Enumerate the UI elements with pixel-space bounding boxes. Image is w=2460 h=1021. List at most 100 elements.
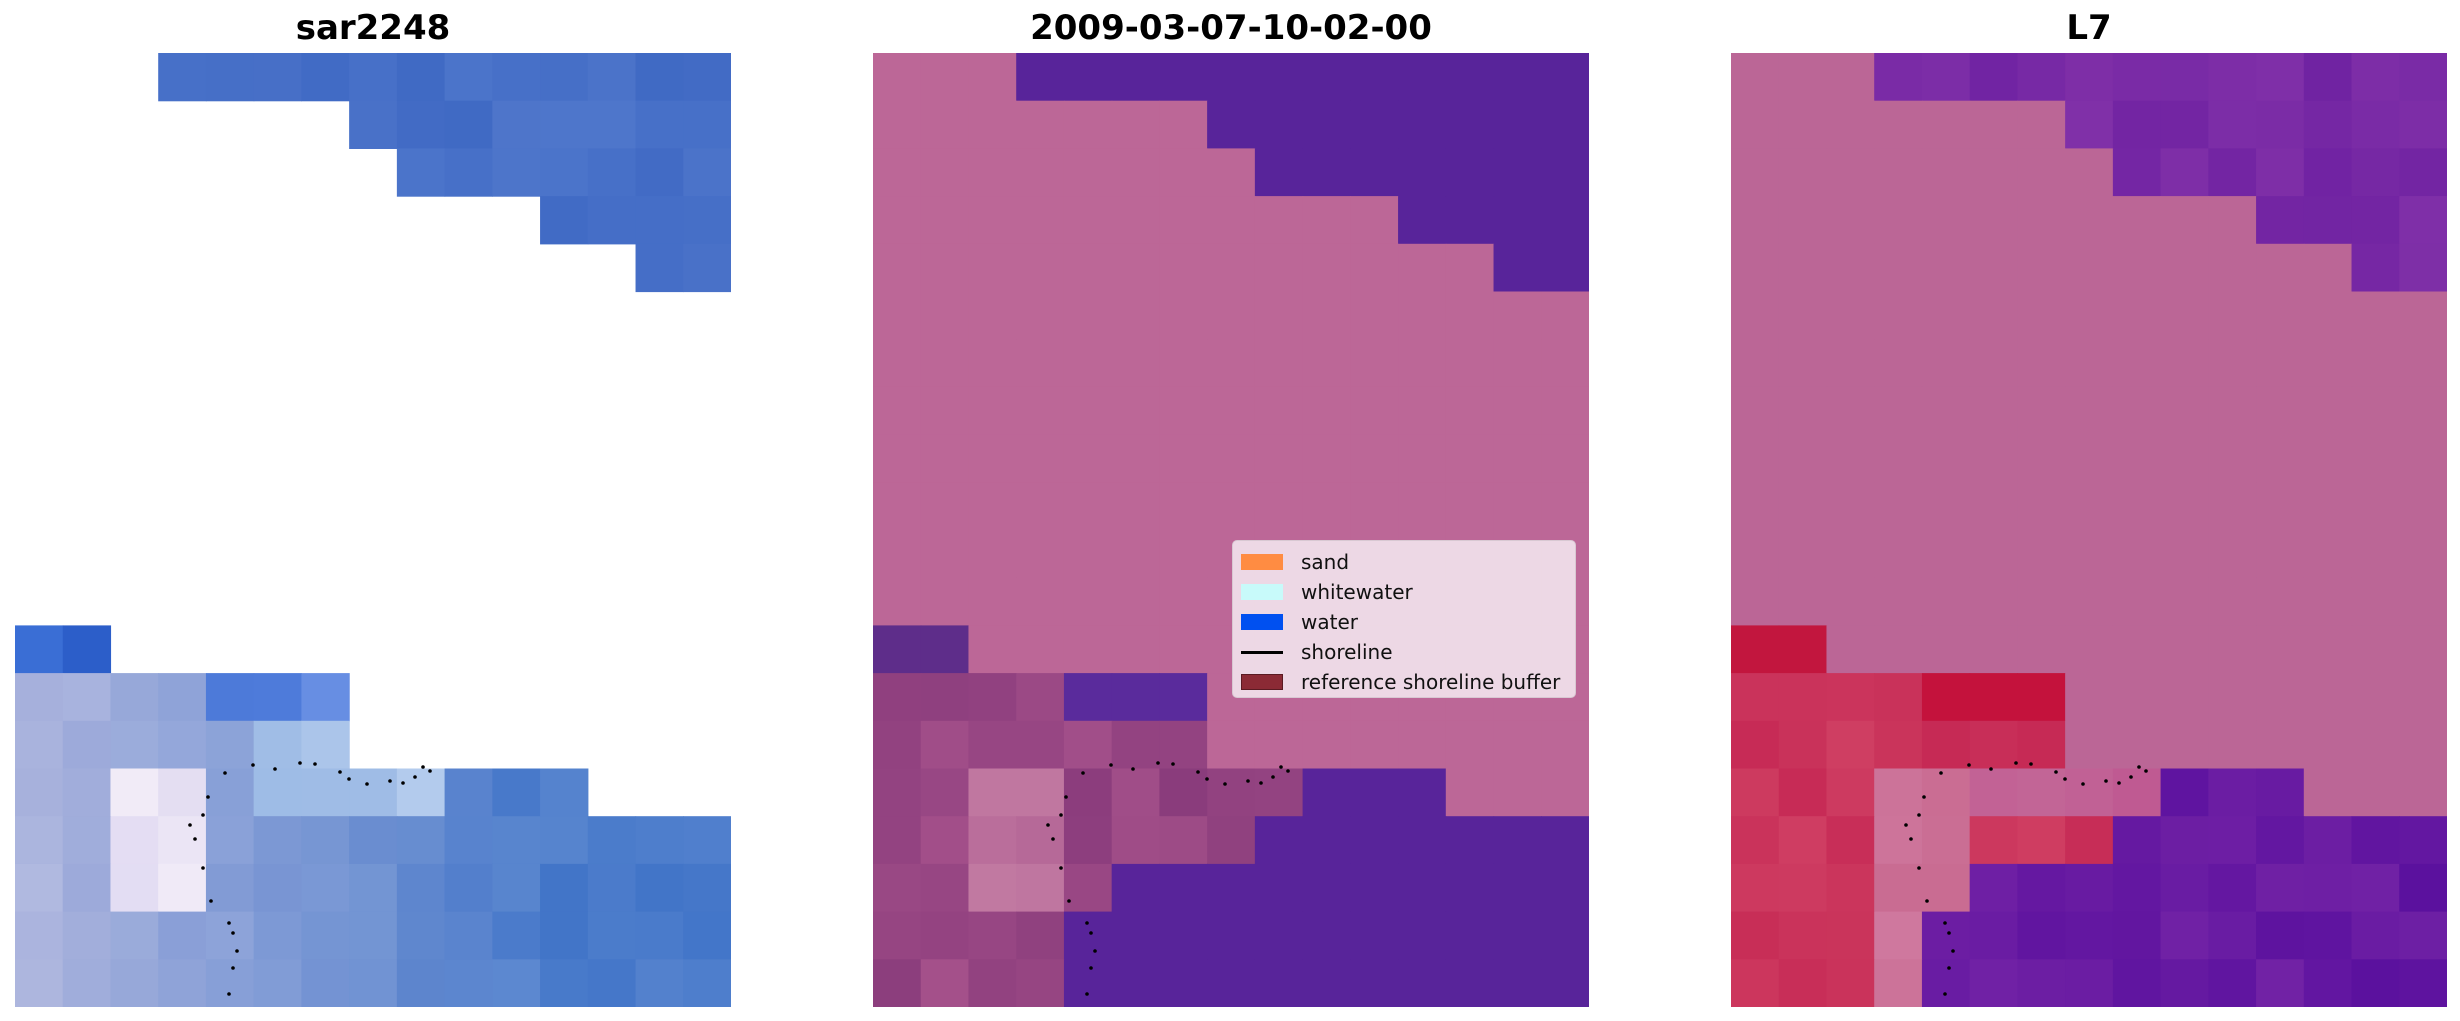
pixel — [1969, 530, 2018, 579]
legend-label: water — [1301, 610, 1358, 634]
pixel — [1159, 100, 1208, 149]
pixel — [1541, 816, 1589, 865]
pixel — [1445, 720, 1495, 770]
pixel — [636, 864, 684, 912]
pixel — [205, 911, 255, 960]
pixel — [1016, 53, 1065, 102]
pixel — [1445, 53, 1495, 102]
pixel — [2112, 625, 2162, 674]
pixel — [2303, 530, 2353, 579]
pixel — [2351, 863, 2400, 913]
pixel — [2065, 577, 2114, 626]
pixel — [396, 100, 446, 149]
pixel — [110, 863, 159, 913]
pixel — [158, 911, 207, 960]
pixel — [444, 100, 493, 149]
pixel — [253, 816, 302, 865]
pixel — [2399, 720, 2447, 770]
pixel — [1826, 816, 1875, 865]
pixel — [1969, 339, 2018, 388]
pixel — [1921, 768, 1971, 817]
pixel — [1493, 339, 1542, 388]
pixel — [540, 196, 589, 245]
pixel — [920, 768, 970, 817]
pixel — [110, 673, 159, 722]
pixel — [1826, 863, 1875, 913]
pixel — [968, 816, 1017, 865]
pixel — [396, 53, 446, 102]
pixel — [158, 863, 207, 913]
shoreline-point — [1904, 823, 1908, 827]
pixel — [587, 863, 637, 913]
pixel — [2065, 911, 2114, 960]
pixel — [1778, 768, 1828, 817]
pixel — [2256, 196, 2305, 245]
pixel — [2351, 720, 2400, 770]
pixel — [1969, 625, 2018, 674]
pixel — [1159, 291, 1208, 340]
pixel — [1445, 196, 1495, 245]
pixel — [444, 911, 493, 960]
pixel — [2017, 577, 2066, 626]
pixel — [2399, 911, 2447, 960]
pixel — [2112, 339, 2162, 388]
pixel — [2112, 673, 2162, 722]
pixel — [1207, 243, 1256, 293]
pixel — [1207, 911, 1256, 960]
pixel — [1063, 720, 1113, 770]
shoreline-point — [1246, 779, 1250, 783]
pixel — [1350, 768, 1399, 817]
pixel — [2351, 100, 2400, 149]
pixel — [2303, 53, 2353, 102]
pixel — [1493, 482, 1542, 531]
pixel — [1731, 148, 1780, 197]
pixel — [1254, 482, 1304, 531]
pixel — [2017, 243, 2066, 293]
pixel — [253, 911, 302, 960]
pixel — [444, 816, 493, 865]
pixel — [1541, 720, 1589, 770]
pixel — [1350, 53, 1399, 102]
pixel — [1826, 100, 1875, 149]
pixel — [1969, 768, 2018, 817]
pixel — [1826, 196, 1875, 245]
shoreline-point — [1171, 762, 1175, 766]
legend-label: whitewater — [1301, 580, 1413, 604]
pixel — [2112, 291, 2162, 340]
pixel — [396, 768, 446, 817]
shoreline-point — [338, 770, 342, 774]
pixel — [1063, 196, 1113, 245]
pixel — [1016, 339, 1065, 388]
shoreline-point — [227, 921, 231, 925]
pixel — [1826, 291, 1875, 340]
pixel — [1874, 816, 1923, 865]
shoreline-point — [2054, 770, 2058, 774]
pixel — [540, 959, 589, 1007]
pixel — [1778, 434, 1828, 483]
pixel — [110, 720, 159, 770]
pixel — [2208, 816, 2257, 865]
pixel — [2351, 243, 2400, 293]
pixel — [683, 911, 731, 960]
pixel — [1398, 720, 1447, 770]
pixel — [2112, 959, 2162, 1007]
pixel — [2065, 530, 2114, 579]
pixel — [1445, 816, 1495, 865]
pixel — [1254, 100, 1304, 149]
mndwi-image-panel — [1731, 53, 2447, 1007]
pixel — [158, 53, 207, 102]
pixel — [492, 148, 541, 197]
pixel — [2351, 386, 2400, 436]
pixel — [1921, 148, 1971, 197]
pixel — [2160, 625, 2209, 674]
pixel — [158, 912, 206, 960]
pixel — [1254, 53, 1304, 102]
pixel — [1350, 434, 1399, 483]
pixel — [1207, 196, 1256, 245]
pixel — [1921, 53, 1971, 102]
pixel — [968, 625, 1017, 674]
pixel — [968, 482, 1017, 531]
pixel — [253, 863, 302, 913]
pixel — [2017, 339, 2066, 388]
pixel — [2399, 196, 2447, 245]
